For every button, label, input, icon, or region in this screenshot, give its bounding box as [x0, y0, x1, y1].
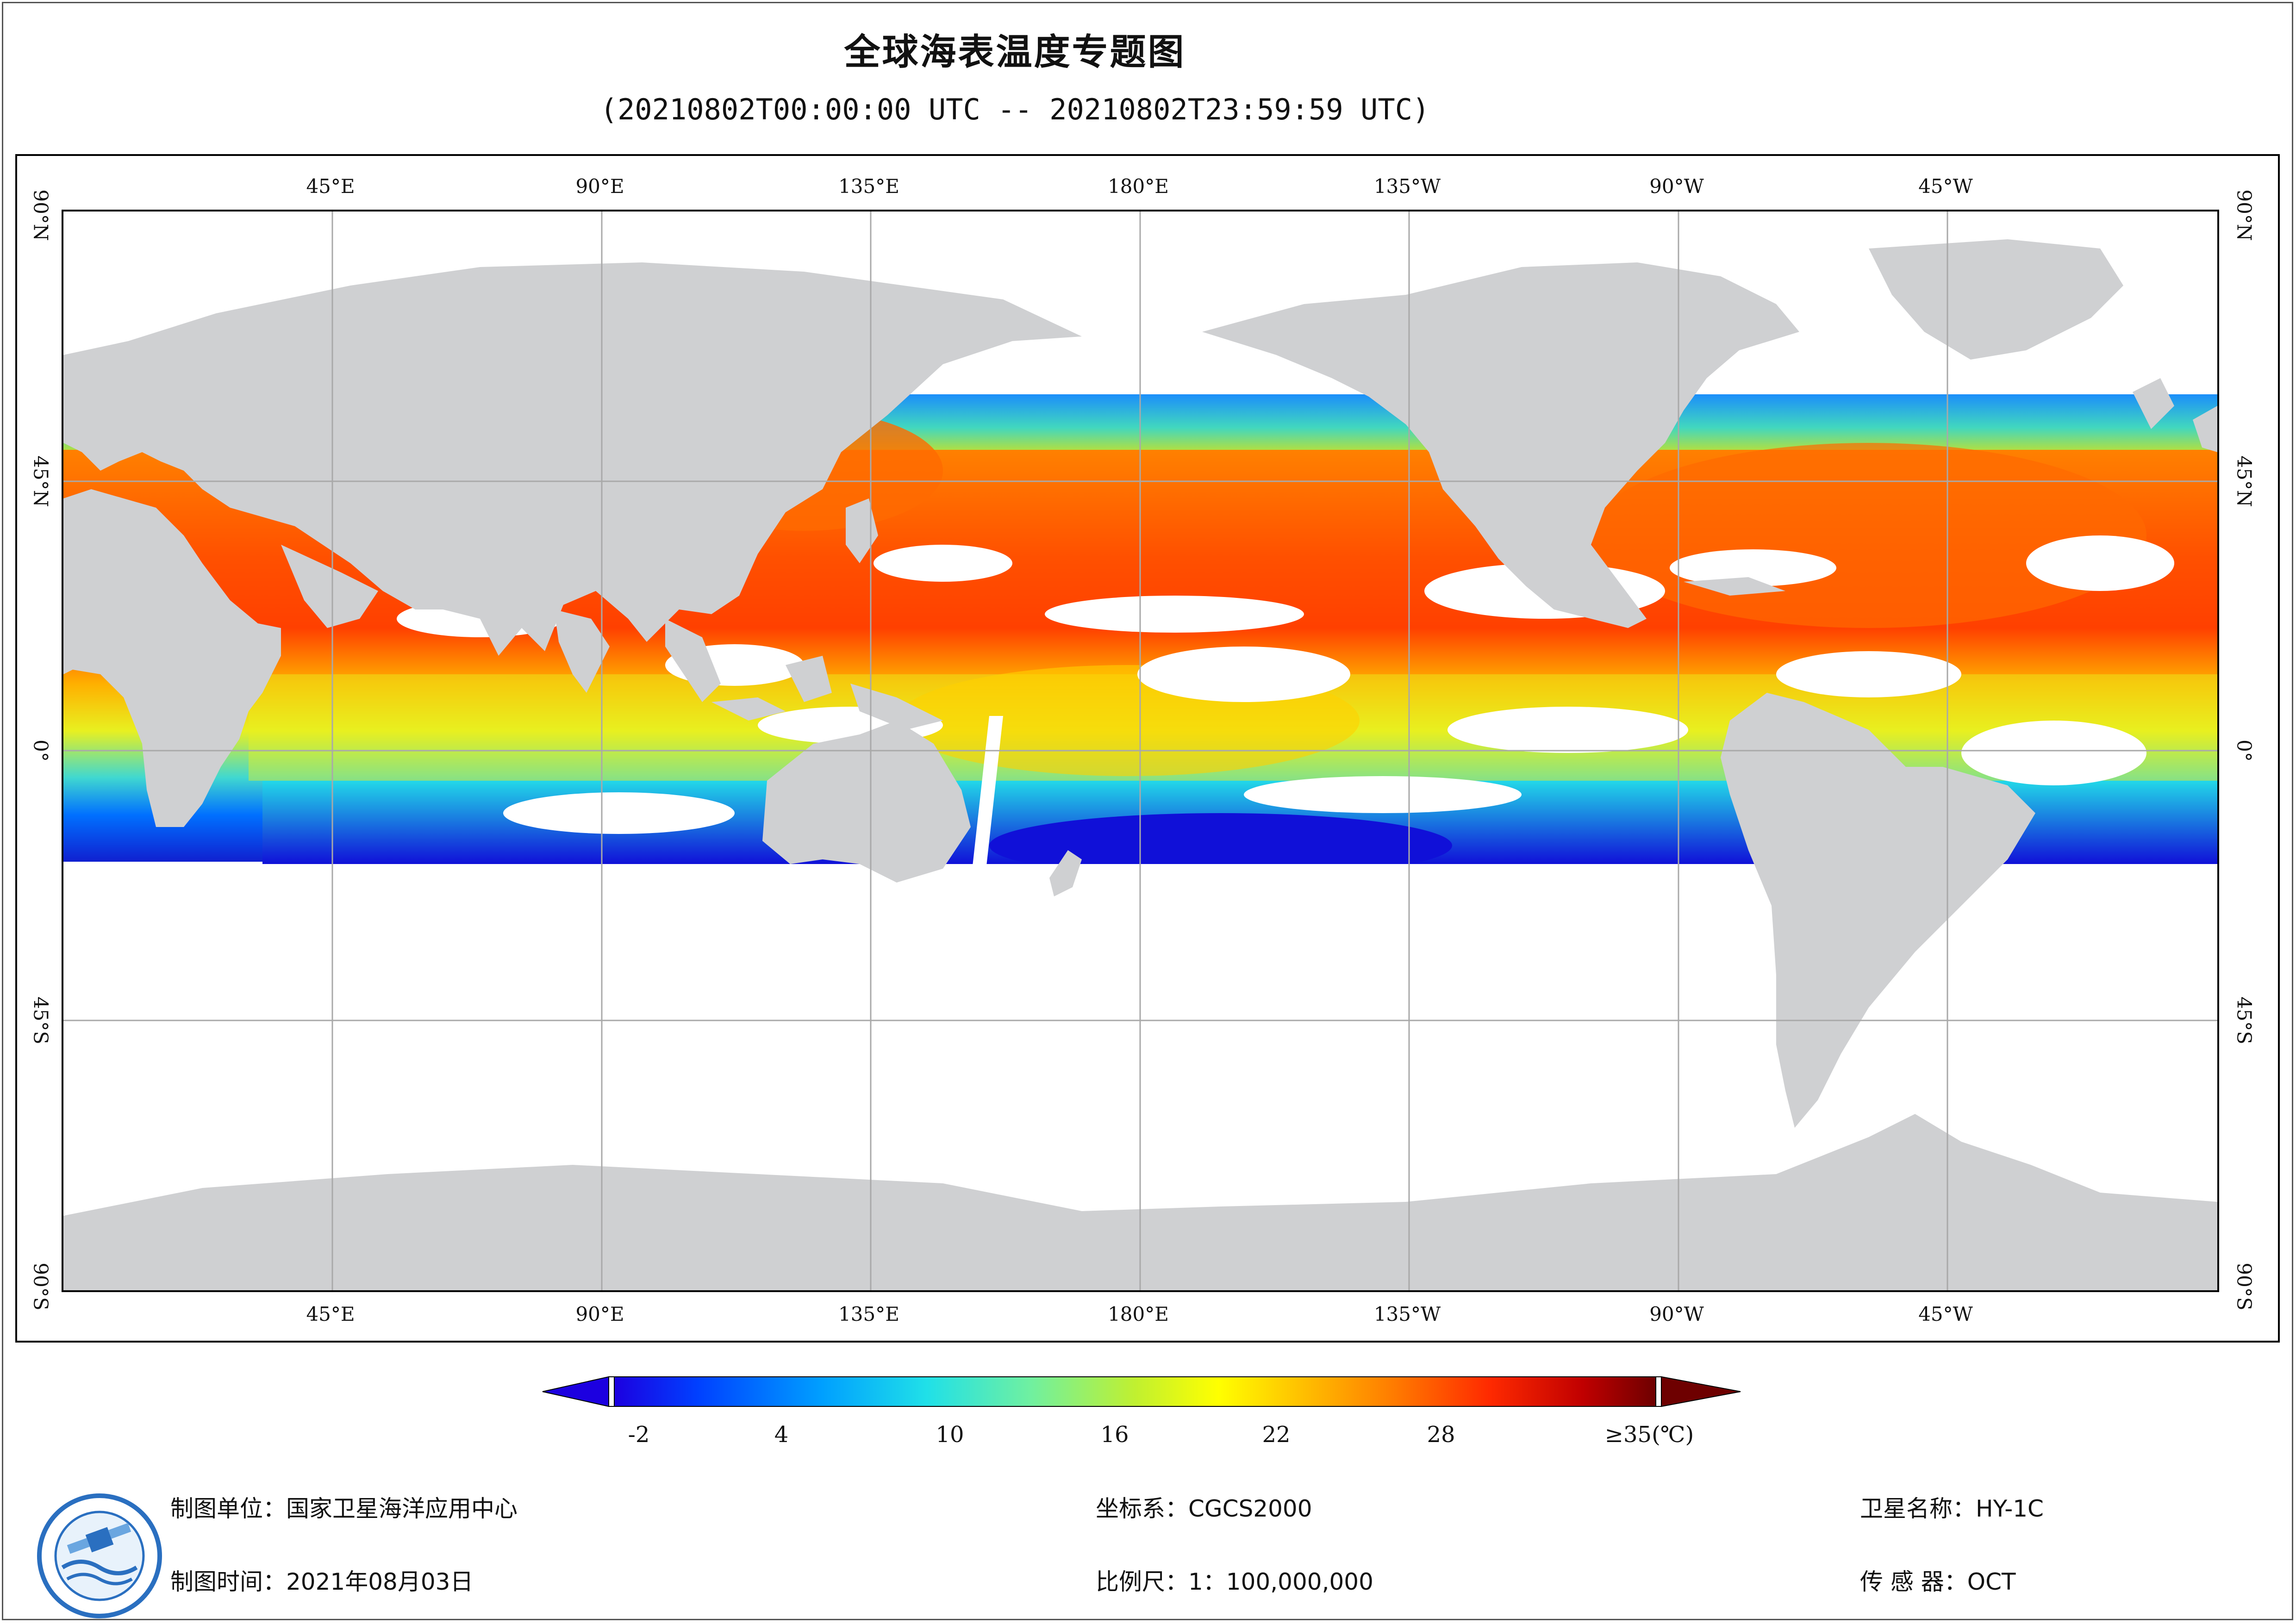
grid-label-bottom: 135°E	[838, 1303, 899, 1325]
land-layer	[63, 239, 2217, 1290]
legend-tick-label: ≥35(℃)	[1604, 1422, 1694, 1448]
grid-label-top: 45°W	[1918, 175, 1973, 198]
land-uk-europe	[2133, 378, 2217, 452]
nsoas-logo	[37, 1493, 162, 1618]
sst-map	[62, 210, 2219, 1292]
satellite-info: 卫星名称：HY-1C	[1860, 1495, 2044, 1522]
grid-label-right: 90°S	[2233, 1262, 2256, 1311]
map-title: 全球海表温度专题图	[844, 31, 1186, 73]
sensor-info: 传 感 器：OCT	[1860, 1568, 2016, 1595]
map-frame	[15, 154, 2280, 1343]
land-australia	[762, 721, 971, 883]
grid-label-left: 45°S	[29, 996, 52, 1045]
scale-info: 比例尺：1：100,000,000	[1096, 1568, 1373, 1595]
crs-info: 坐标系：CGCS2000	[1096, 1495, 1312, 1522]
cloud-gap	[1137, 647, 1350, 702]
cloud-gap	[2026, 535, 2174, 591]
grid-label-right: 90°N	[2233, 189, 2256, 241]
grid-label-right: 45°N	[2233, 455, 2256, 507]
cloud-gap	[503, 792, 735, 834]
grid-label-right: 0°	[2233, 740, 2256, 762]
grid-label-left: 90°S	[29, 1262, 52, 1311]
grid-label-bottom: 45°W	[1918, 1303, 1973, 1325]
cloud-gap	[1045, 596, 1304, 633]
legend-tick-label: 22	[1262, 1422, 1291, 1448]
sst-warm-patch-natlantic	[1591, 443, 2146, 628]
cloud-gap	[1776, 651, 1961, 697]
land-eurasia	[63, 262, 1082, 656]
land-arabia	[281, 545, 378, 628]
grid-label-bottom: 135°W	[1373, 1303, 1441, 1325]
grid-label-top: 45°E	[306, 175, 355, 198]
land-africa	[63, 489, 281, 827]
land-greenland	[1869, 239, 2123, 360]
swath-gap	[971, 716, 1003, 883]
graticule	[63, 211, 2217, 1290]
cloud-gap	[1244, 776, 1522, 813]
grid-label-left: 0°	[29, 740, 52, 762]
grid-label-bottom: 90°E	[575, 1303, 624, 1325]
producer-info: 制图单位：国家卫星海洋应用中心	[170, 1495, 518, 1522]
legend-tick-label: 4	[774, 1422, 789, 1448]
colorbar-gap	[608, 1376, 615, 1407]
time-range: (20210802T00:00:00 UTC -- 20210802T23:59…	[600, 93, 1430, 126]
sst-colorbar	[542, 1376, 1741, 1407]
grid-label-bottom: 45°E	[306, 1303, 355, 1325]
legend-tick-label: 10	[936, 1422, 964, 1448]
cloud-gap	[1670, 549, 1836, 586]
cloud-gap	[1961, 721, 2146, 785]
colorbar-max-arrow	[1661, 1376, 1741, 1407]
grid-label-right: 45°S	[2233, 996, 2256, 1045]
cloud-gap	[873, 545, 1012, 582]
land-seasia	[665, 619, 943, 730]
land-newzealand	[1049, 850, 1082, 896]
sst-cold-pool	[989, 813, 1452, 878]
grid-label-top: 180°E	[1108, 175, 1169, 198]
legend-tick-label: 28	[1427, 1422, 1455, 1448]
legend-tick-label: 16	[1100, 1422, 1129, 1448]
legend-tick-label: -2	[628, 1422, 650, 1448]
date-info: 制图时间：2021年08月03日	[170, 1568, 474, 1595]
colorbar-gradient	[614, 1376, 1656, 1407]
land-south-america	[1721, 693, 2035, 1128]
grid-label-top: 90°W	[1649, 175, 1704, 198]
grid-label-bottom: 180°E	[1108, 1303, 1169, 1325]
grid-label-left: 90°N	[29, 189, 52, 241]
grid-label-top: 135°E	[838, 175, 899, 198]
grid-label-top: 90°E	[575, 175, 624, 198]
land-caribbean	[1684, 577, 1785, 596]
grid-label-left: 45°N	[29, 455, 52, 507]
sst-map-svg	[63, 211, 2217, 1290]
colorbar-gap	[1655, 1376, 1662, 1407]
land-india	[554, 609, 610, 693]
grid-label-top: 135°W	[1373, 175, 1441, 198]
colorbar-min-arrow	[542, 1376, 609, 1407]
grid-label-bottom: 90°W	[1649, 1303, 1704, 1325]
cloud-gap	[1447, 707, 1688, 753]
land-north-america	[1202, 262, 1799, 628]
